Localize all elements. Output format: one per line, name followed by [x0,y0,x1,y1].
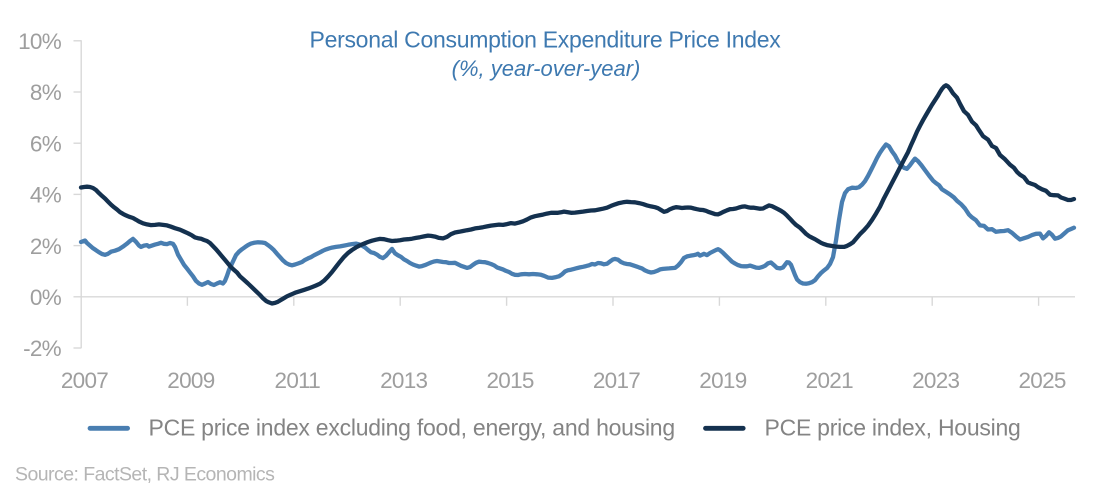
svg-text:2007: 2007 [61,368,108,393]
svg-text:2023: 2023 [912,368,959,393]
svg-text:Personal Consumption Expenditu: Personal Consumption Expenditure Price I… [310,27,782,53]
svg-text:2025: 2025 [1018,368,1065,393]
svg-text:(%, year-over-year): (%, year-over-year) [452,56,641,81]
svg-text:8%: 8% [30,80,62,105]
svg-text:10%: 10% [18,29,62,54]
svg-text:2019: 2019 [699,368,746,393]
svg-text:4%: 4% [30,183,62,208]
svg-text:0%: 0% [30,285,62,310]
svg-text:2011: 2011 [275,368,321,393]
svg-text:2%: 2% [30,234,62,259]
svg-text:2013: 2013 [380,368,427,393]
svg-text:PCE price index, Housing: PCE price index, Housing [765,415,1021,441]
svg-text:2009: 2009 [167,368,214,393]
svg-text:2015: 2015 [486,368,533,393]
svg-text:2017: 2017 [593,368,640,393]
svg-text:2021: 2021 [806,368,853,393]
svg-text:PCE price index excluding food: PCE price index excluding food, energy, … [149,415,675,441]
svg-text:-2%: -2% [23,336,62,361]
svg-text:Source: FactSet, RJ Economics: Source: FactSet, RJ Economics [15,464,275,486]
svg-text:6%: 6% [30,131,62,156]
